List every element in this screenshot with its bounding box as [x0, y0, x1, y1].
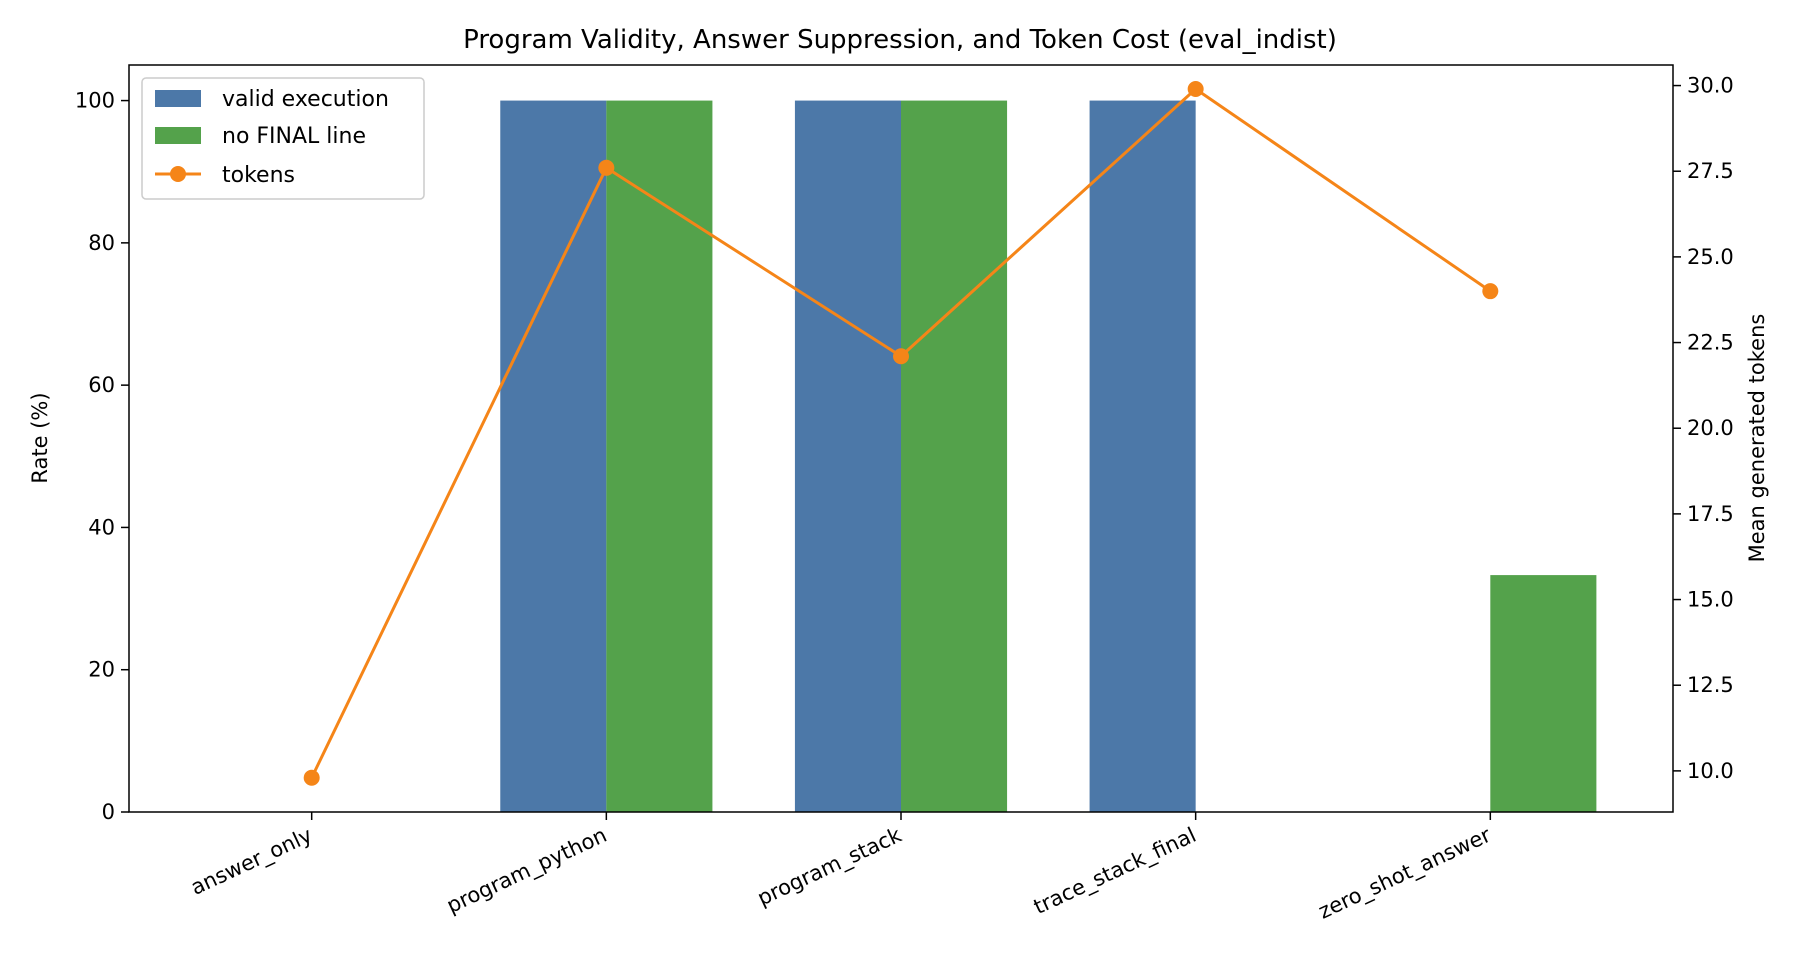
y-right-tick-label: 30.0 — [1687, 74, 1734, 98]
legend-label-no-final-line: no FINAL line — [222, 124, 366, 149]
y-right-tick-label: 17.5 — [1687, 502, 1734, 526]
point-tokens-zero-shot-answer — [1482, 283, 1499, 300]
legend-label-valid-execution: valid execution — [222, 87, 389, 112]
y-right-tick-label: 22.5 — [1687, 331, 1734, 355]
legend-frame — [141, 77, 425, 200]
bar-valid-execution-program-python — [500, 100, 607, 813]
y-right-tick-label: 15.0 — [1687, 588, 1734, 612]
y-axis-right-ticks: 10.0 12.5 15.0 17.5 20.0 22.5 25.0 27.5 30.0 — [1673, 74, 1734, 783]
legend-label-tokens: tokens — [222, 163, 295, 188]
y-left-tick-label: 40 — [88, 515, 115, 539]
bars-layer — [500, 100, 1597, 813]
y-right-tick-label: 20.0 — [1687, 416, 1734, 440]
y-left-tick-label: 20 — [88, 658, 115, 682]
line-layer — [303, 80, 1499, 786]
y-left-tick-label: 80 — [88, 231, 115, 255]
y-right-tick-label: 10.0 — [1687, 759, 1734, 783]
point-tokens-program-python — [598, 159, 615, 176]
legend: valid execution no FINAL line tokens — [141, 77, 425, 200]
y-right-tick-label: 27.5 — [1687, 159, 1734, 183]
point-tokens-trace-stack-final — [1187, 80, 1204, 97]
y-left-tick-label: 60 — [88, 373, 115, 397]
point-tokens-answer-only — [303, 769, 320, 786]
y-axis-left-ticks: 0 20 40 60 80 100 — [75, 89, 129, 824]
point-tokens-program-stack — [893, 348, 909, 365]
y-axis-left-label: Rate (%) — [28, 392, 52, 483]
bar-no-final-line-zero-shot-answer — [1490, 575, 1597, 812]
y-right-tick-label: 12.5 — [1687, 673, 1734, 697]
y-axis-right-label: Mean generated tokens — [1745, 314, 1769, 563]
legend-swatch-valid-execution — [155, 90, 201, 107]
bar-no-final-line-program-stack — [901, 100, 1008, 813]
legend-swatch-no-final-line — [155, 127, 201, 144]
y-right-tick-label: 25.0 — [1687, 245, 1734, 269]
y-left-tick-label: 100 — [75, 89, 115, 113]
bar-valid-execution-trace-stack-final — [1089, 100, 1196, 813]
bar-no-final-line-program-python — [606, 100, 713, 813]
legend-marker-tokens — [170, 166, 186, 182]
chart-title: Program Validity, Answer Suppression, an… — [463, 25, 1337, 55]
bar-valid-execution-program-stack — [794, 100, 901, 813]
y-left-tick-label: 0 — [102, 800, 115, 824]
